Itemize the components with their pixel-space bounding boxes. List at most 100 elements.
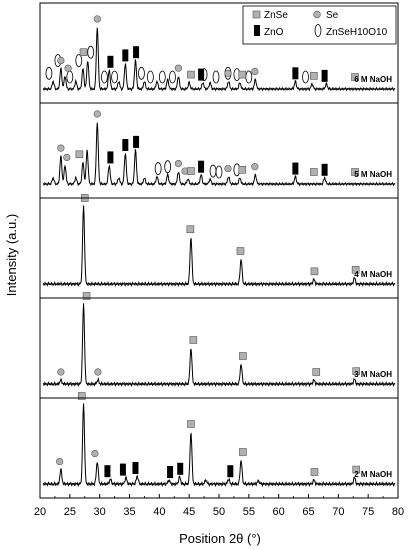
znseh10o10-marker [212,70,220,84]
x-tick-label: 80 [392,506,404,518]
x-axis-label: Position 2θ (°) [179,531,261,546]
znse-marker [312,368,321,376]
legend-circle-marker [313,10,321,19]
znse-marker [310,468,319,476]
pattern-line [42,303,396,388]
znseh10o10-marker [154,162,162,175]
pattern-line [42,122,396,187]
se-marker [93,15,101,23]
znse-marker [239,448,247,456]
zno-marker [227,465,234,478]
znse-marker [352,367,361,376]
se-marker [91,450,99,458]
znseh10o10-marker [87,45,95,59]
se-marker [251,163,259,171]
znse-marker [236,247,245,255]
se-marker [174,64,183,72]
znse-marker [186,225,195,233]
panel-label: 2 M NaOH [354,470,392,479]
znseh10o10-marker [302,70,309,84]
znse-marker [239,352,247,360]
znseh10o10-marker [101,70,108,84]
pattern-line [42,403,396,488]
se-marker [64,64,72,72]
legend-square-marker [252,10,261,19]
znseh10o10-marker [169,70,176,84]
znse-marker [310,267,319,276]
se-marker [94,368,102,376]
x-tick-label: 30 [94,506,106,518]
se-marker [174,160,183,168]
znseh10o10-marker [158,70,166,84]
zno-marker [132,462,139,474]
znse-marker [351,168,359,176]
zno-marker [321,163,328,176]
znse-marker [82,292,91,300]
znseh10o10-marker [209,164,217,178]
panel: 6 M NaOH [42,15,396,92]
legend-bar-marker [254,25,260,36]
zno-marker [321,69,328,82]
znse-marker [238,70,247,79]
x-tick-label: 40 [153,506,165,518]
se-marker [224,69,232,77]
pattern-line [42,27,396,92]
x-tick-label: 75 [362,506,374,518]
pattern-line [42,205,396,288]
x-tick-label: 25 [64,506,76,518]
x-tick-label: 70 [332,506,344,518]
panel: 3 M NaOH [42,292,396,388]
legend: ZnSe Se ZnO ZnSeH10O10 [242,5,397,45]
se-marker [56,458,64,466]
x-tick-label: 35 [123,506,135,518]
znse-marker [310,72,318,80]
se-marker [224,164,232,173]
zno-marker [292,67,299,80]
znseh10o10-marker [111,70,118,84]
znse-marker [310,168,318,176]
legend-label-znseh10o10: ZnSeH10O10 [326,27,388,38]
znse-marker [187,70,195,79]
znse-marker [351,265,360,274]
y-axis-label: Intensity (a.u.) [4,214,19,296]
x-tick-label: 65 [302,506,314,518]
panel-label: 6 M NaOH [354,75,392,84]
zno-marker [119,463,126,476]
znse-marker [187,420,195,428]
znse-marker [189,336,198,344]
znse-marker [238,166,247,174]
zno-marker [133,46,140,59]
panel: 4 M NaOH [42,194,396,288]
se-marker [93,110,101,118]
znse-marker [77,392,86,400]
znseh10o10-marker [245,70,253,84]
se-marker [57,368,65,376]
zno-marker [198,68,205,81]
legend-label-zno: ZnO [264,27,284,38]
znseh10o10-marker [146,70,154,84]
zno-marker [198,160,205,173]
panels-layer: 6 M NaOH 5 M NaOH 4 M NaOH 3 M NaOH 2 M NaOH [42,15,396,488]
panel-label: 5 M NaOH [354,170,392,179]
x-tick-label: 55 [243,506,255,518]
znseh10o10-marker [66,70,74,84]
znse-marker [75,150,84,159]
panel-label: 3 M NaOH [354,370,392,379]
se-marker [57,144,65,152]
zno-marker [122,139,129,151]
znse-marker [187,167,195,175]
zno-marker [167,466,174,478]
panel-label: 4 M NaOH [354,270,392,279]
panel: 5 M NaOH [42,110,396,187]
se-marker [57,56,65,65]
x-axis: 20 25 30 35 40 45 50 55 60 65 70 75 80 [34,494,404,518]
zno-marker [107,55,114,68]
se-marker [63,153,71,161]
panel: 2 M NaOH [42,392,396,488]
legend-ellipse-marker [314,24,322,37]
znseh10o10-marker [45,66,53,80]
zno-marker [292,162,299,175]
znseh10o10-marker [215,165,223,179]
zno-marker [177,462,184,475]
